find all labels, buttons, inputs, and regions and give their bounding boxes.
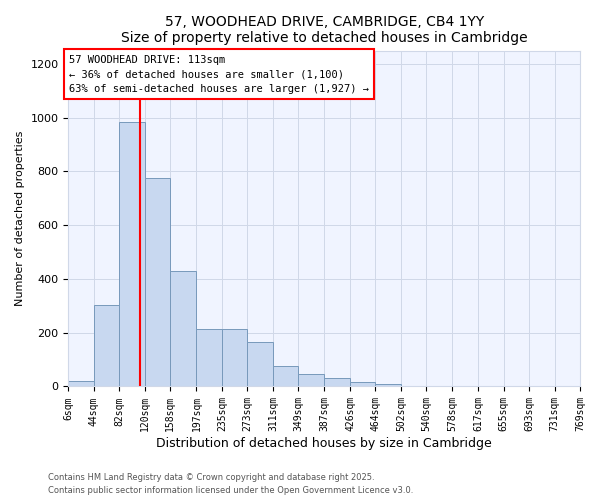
X-axis label: Distribution of detached houses by size in Cambridge: Distribution of detached houses by size … (157, 437, 492, 450)
Bar (145, 178, 170, 386)
Bar (298, 374, 324, 386)
Bar (273, 366, 298, 386)
Bar (247, 342, 273, 386)
Y-axis label: Number of detached properties: Number of detached properties (15, 131, 25, 306)
Text: 57 WOODHEAD DRIVE: 113sqm
← 36% of detached houses are smaller (1,100)
63% of se: 57 WOODHEAD DRIVE: 113sqm ← 36% of detac… (69, 54, 369, 94)
Bar (68, 381, 94, 386)
Bar (376, 384, 401, 386)
Bar (222, 328, 247, 386)
Bar (94, 304, 119, 386)
Title: 57, WOODHEAD DRIVE, CAMBRIDGE, CB4 1YY
Size of property relative to detached hou: 57, WOODHEAD DRIVE, CAMBRIDGE, CB4 1YY S… (121, 15, 527, 45)
Bar (196, 328, 222, 386)
Bar (324, 378, 350, 386)
Text: Contains HM Land Registry data © Crown copyright and database right 2025.
Contai: Contains HM Land Registry data © Crown c… (48, 474, 413, 495)
Bar (119, 122, 145, 386)
Bar (170, 271, 196, 386)
Bar (350, 382, 376, 386)
